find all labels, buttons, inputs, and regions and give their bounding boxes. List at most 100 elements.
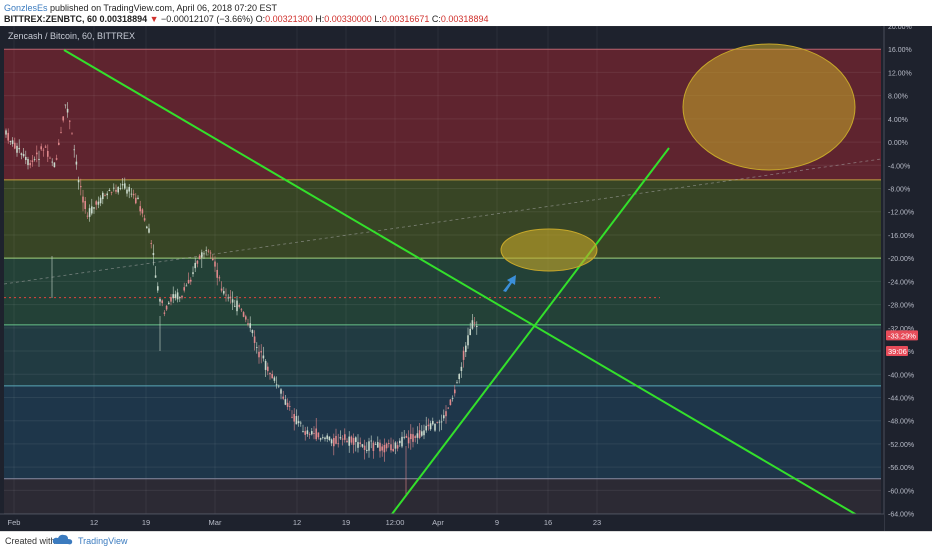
- candle-body: [363, 445, 366, 450]
- candle-body: [368, 441, 370, 451]
- candle-body: [106, 193, 108, 196]
- chart-canvas[interactable]: 20.00% 16.00% 12.00% 8.00% 4.00% 0.00% -4.00% -…: [0, 26, 932, 531]
- candle-body: [152, 252, 155, 256]
- chart-area[interactable]: 20.00% 16.00% 12.00% 8.00% 4.00% 0.00% -4.00% -…: [0, 26, 932, 531]
- candle-body: [33, 159, 36, 160]
- candle-body: [346, 440, 348, 442]
- candle-body: [460, 366, 463, 372]
- candle-body: [385, 443, 388, 449]
- zone-bands: [4, 49, 881, 531]
- change-value: −0.00012107 (−3.66%): [161, 14, 254, 24]
- candle-body: [97, 201, 100, 205]
- candle-body: [11, 140, 14, 145]
- candle-body: [126, 189, 128, 194]
- candle-body: [49, 157, 51, 159]
- candle-body: [438, 421, 441, 423]
- symbol-label: BITTREX:ZENBTC, 60: [4, 14, 98, 24]
- candle-body: [315, 428, 317, 440]
- y-tick-label: -44.00%: [888, 395, 914, 402]
- candle-body: [66, 108, 69, 113]
- candle-body: [113, 187, 115, 189]
- candle-body: [462, 350, 465, 360]
- candle-body: [234, 305, 236, 307]
- candle-body: [249, 323, 251, 328]
- candle-body: [465, 345, 467, 352]
- x-tick-label: 12: [293, 518, 301, 527]
- candle-body: [322, 437, 324, 439]
- x-tick-label: 16: [544, 518, 552, 527]
- last-price: 0.00318894: [99, 14, 148, 24]
- candle-body: [55, 158, 58, 160]
- candle-body: [267, 366, 269, 372]
- candle-body: [176, 292, 179, 300]
- candle-body: [418, 430, 421, 438]
- candle-body: [58, 142, 60, 145]
- candle-body: [86, 215, 89, 217]
- candle-body: [317, 432, 320, 438]
- candle-body: [289, 406, 291, 407]
- candle-body: [432, 421, 434, 425]
- zone-band-1: [4, 179, 881, 259]
- tradingview-brand[interactable]: TradingView: [78, 536, 128, 546]
- candle-body: [436, 421, 438, 423]
- candle-body: [344, 434, 346, 440]
- candle-body: [297, 421, 300, 424]
- candle-body: [410, 433, 412, 440]
- candle-body: [412, 434, 414, 442]
- candle-body: [44, 146, 47, 148]
- candle-body: [163, 312, 166, 314]
- candle-body: [174, 294, 177, 299]
- x-tick-label: Mar: [209, 518, 222, 527]
- candle-body: [205, 249, 207, 251]
- candle-body: [183, 287, 185, 291]
- candle-body: [374, 444, 377, 445]
- candle-body: [467, 335, 469, 346]
- candle-body: [60, 132, 62, 133]
- candle-body: [216, 269, 218, 278]
- candle-body: [381, 446, 383, 451]
- candle-body: [187, 279, 190, 284]
- candle-body: [240, 309, 243, 311]
- low-value: 0.00316671: [381, 14, 430, 24]
- candle-body: [337, 443, 339, 445]
- candle-body: [324, 437, 326, 440]
- candle-body: [135, 197, 137, 204]
- candle-body: [335, 435, 337, 444]
- candle-body: [159, 298, 161, 302]
- projection-line: [3, 158, 882, 285]
- y-tick-label: -16.00%: [888, 233, 914, 240]
- candle-body: [62, 116, 64, 121]
- candle-body: [71, 133, 73, 135]
- candle-body: [143, 218, 146, 221]
- candle-body: [473, 322, 476, 324]
- candlesticks: [5, 102, 478, 496]
- author-link[interactable]: GonzlesEs: [4, 3, 48, 13]
- candle-body: [379, 442, 381, 452]
- candle-body: [326, 435, 328, 439]
- candle-body: [185, 285, 188, 287]
- candle-body: [9, 141, 12, 142]
- candle-body: [348, 436, 350, 446]
- candle-body: [275, 384, 278, 386]
- price-tag-label: 39:06: [888, 347, 907, 356]
- y-tick-label: -4.00%: [888, 163, 910, 170]
- candle-body: [284, 399, 287, 405]
- high-value: 0.00330000: [324, 14, 372, 24]
- candle-body: [357, 442, 359, 448]
- candle-body: [242, 312, 245, 317]
- candle-body: [196, 260, 199, 264]
- candle-body: [108, 189, 111, 192]
- candle-body: [84, 200, 86, 210]
- candle-body: [223, 291, 225, 294]
- candle-body: [429, 423, 432, 430]
- candle-body: [300, 422, 302, 424]
- candle-body: [476, 326, 478, 328]
- candle-body: [99, 197, 102, 204]
- publish-line: GonzlesEs published on TradingView.com, …: [4, 3, 277, 13]
- candle-body: [423, 430, 425, 436]
- y-tick-label: 8.00%: [888, 94, 908, 101]
- candle-body: [220, 288, 223, 291]
- candle-body: [231, 299, 234, 303]
- candle-body: [341, 438, 344, 440]
- target-ellipse-small: [500, 228, 598, 272]
